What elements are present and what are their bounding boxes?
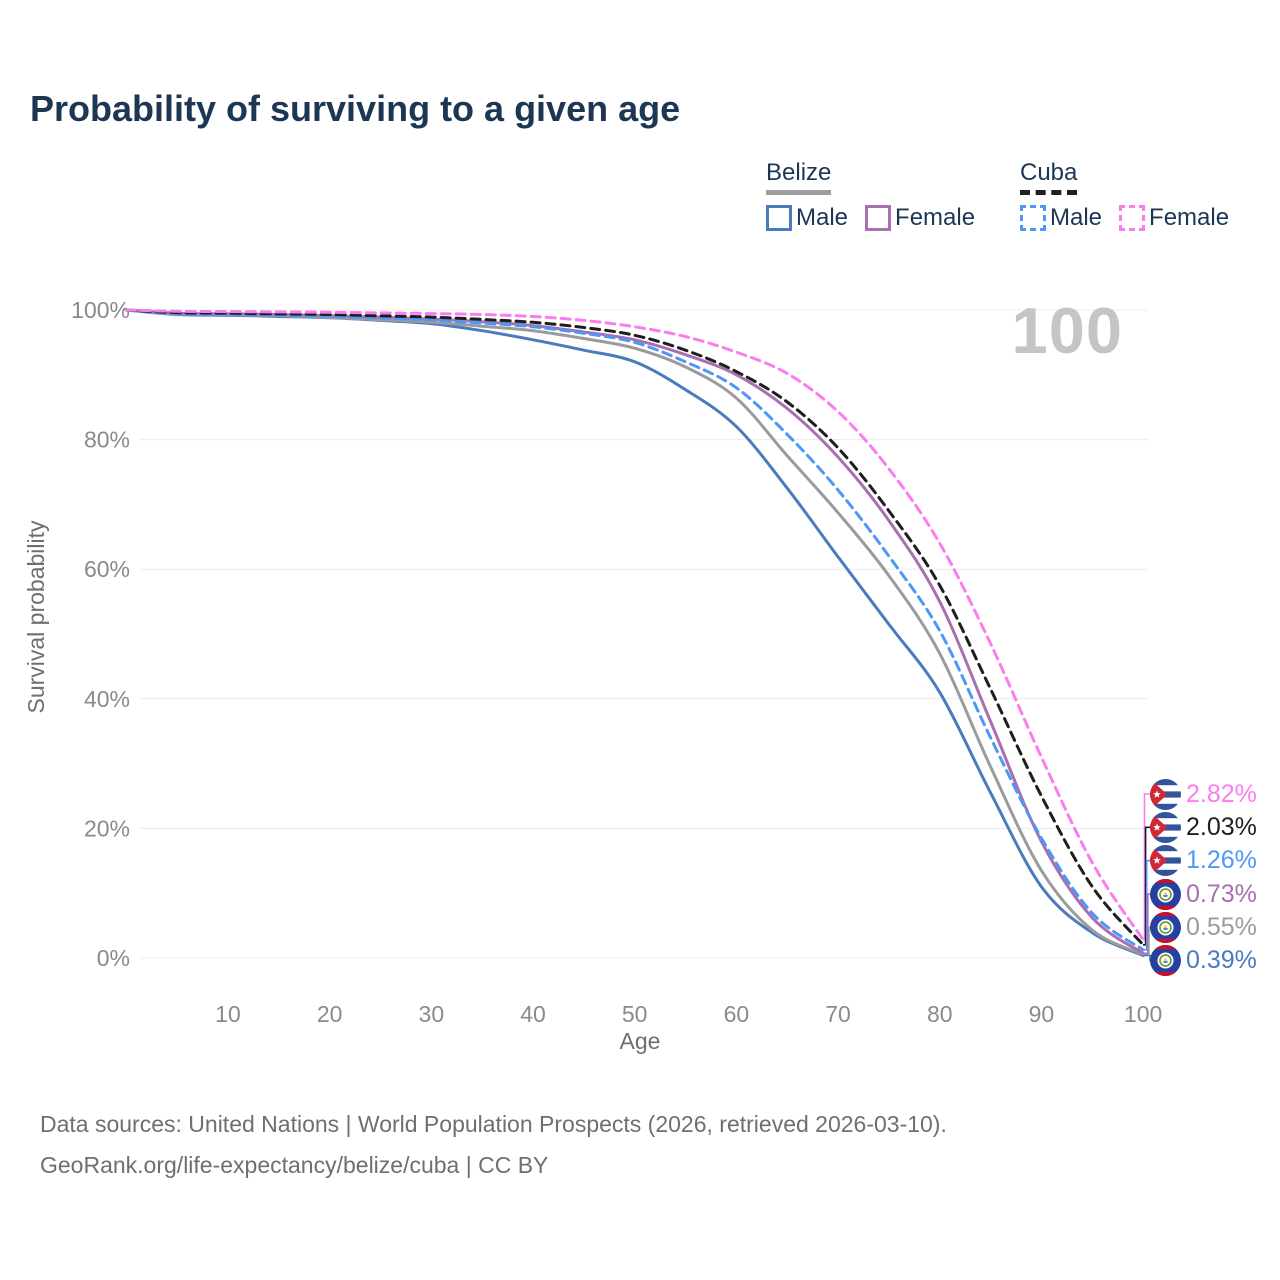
belize-flag-icon xyxy=(1150,878,1181,910)
x-tick-label: 90 xyxy=(1029,1001,1055,1027)
legend-cuba-items: Male Female xyxy=(1020,204,1229,232)
age-watermark: 100 xyxy=(1011,294,1123,367)
end-label-value: 2.03% xyxy=(1186,812,1257,841)
end-label-cuba_male[interactable]: 1.26% xyxy=(1150,844,1257,877)
legend-item-label: Male xyxy=(1050,204,1103,232)
end-label-connector xyxy=(1143,893,1151,955)
legend-item-label: Female xyxy=(1149,204,1230,232)
legend-group-cuba: Cuba Male Female xyxy=(1020,160,1229,232)
end-label-belize_male[interactable]: 0.39% xyxy=(1150,944,1257,977)
end-label-value: 1.26% xyxy=(1186,846,1257,875)
end-label-cuba_female[interactable]: 2.82% xyxy=(1150,778,1257,811)
legend: Belize Male Female Cuba Male Female xyxy=(0,160,1280,244)
series-line-cuba_male[interactable] xyxy=(124,308,1145,952)
cuba-flag-icon xyxy=(1150,811,1181,843)
end-label-belize_both[interactable]: 0.55% xyxy=(1150,911,1257,944)
end-labels: 2.82% 2.03% 1.26% 0.73% 0.55% 0.39% xyxy=(1150,0,1280,1280)
series-line-belize_male[interactable] xyxy=(124,308,1145,957)
y-tick-label: 40% xyxy=(84,686,130,712)
x-tick-label: 10 xyxy=(215,1001,241,1027)
y-tick-label: 100% xyxy=(71,297,130,323)
legend-item-belize-male[interactable]: Male xyxy=(766,204,848,232)
end-label-connector xyxy=(1143,859,1151,951)
legend-belize-title[interactable]: Belize xyxy=(766,160,832,196)
footer-link[interactable]: GeoRank.org/life-expectancy/belize/cuba … xyxy=(40,1152,549,1178)
x-tick-label: 70 xyxy=(825,1001,851,1027)
y-tick-label: 20% xyxy=(84,815,130,841)
x-axis-title: Age xyxy=(620,1028,661,1054)
legend-group-belize: Belize Male Female xyxy=(766,160,975,232)
belize-female-swatch-icon xyxy=(865,205,892,232)
legend-belize-items: Male Female xyxy=(766,204,975,232)
legend-item-belize-female[interactable]: Female xyxy=(865,204,975,232)
end-label-value: 0.39% xyxy=(1186,946,1257,975)
end-label-connector xyxy=(1143,926,1151,956)
end-label-connector xyxy=(1143,826,1151,946)
cuba-flag-icon xyxy=(1150,778,1181,810)
x-tick-label: 60 xyxy=(724,1001,750,1027)
x-tick-label: 30 xyxy=(419,1001,445,1027)
y-tick-label: 80% xyxy=(84,427,130,453)
x-tick-label: 80 xyxy=(927,1001,953,1027)
legend-item-label: Male xyxy=(796,204,849,232)
footer-sources: Data sources: United Nations | World Pop… xyxy=(40,1111,947,1137)
x-tick-label: 50 xyxy=(622,1001,648,1027)
y-tick-label: 0% xyxy=(97,945,130,971)
series-line-cuba_female[interactable] xyxy=(124,308,1145,942)
legend-cuba-title[interactable]: Cuba xyxy=(1020,160,1078,196)
end-label-connector xyxy=(1143,793,1151,941)
y-axis-title: Survival probability xyxy=(23,520,49,714)
cuba-male-swatch-icon xyxy=(1020,205,1046,232)
x-tick-label: 20 xyxy=(317,1001,343,1027)
x-tick-label: 40 xyxy=(520,1001,546,1027)
legend-item-cuba-male[interactable]: Male xyxy=(1020,204,1102,232)
end-label-value: 2.82% xyxy=(1186,779,1257,808)
end-label-cuba_both[interactable]: 2.03% xyxy=(1150,811,1257,844)
belize-flag-icon xyxy=(1150,911,1181,943)
end-label-belize_female[interactable]: 0.73% xyxy=(1150,878,1257,911)
x-tick-label: 100 xyxy=(1124,1001,1162,1027)
footer: Data sources: United Nations | World Pop… xyxy=(40,1104,947,1186)
y-tick-label: 60% xyxy=(84,556,130,582)
legend-item-label: Female xyxy=(895,204,976,232)
chart-title: Probability of surviving to a given age xyxy=(30,88,681,129)
series-line-belize_both[interactable] xyxy=(124,308,1145,956)
series-line-belize_female[interactable] xyxy=(124,308,1145,955)
legend-item-cuba-female[interactable]: Female xyxy=(1119,204,1229,232)
belize-flag-icon xyxy=(1150,945,1181,977)
series-line-cuba_both[interactable] xyxy=(124,308,1145,947)
end-label-value: 0.55% xyxy=(1186,912,1257,941)
cuba-female-swatch-icon xyxy=(1119,205,1146,232)
cuba-flag-icon xyxy=(1150,845,1181,877)
belize-male-swatch-icon xyxy=(766,205,792,232)
end-label-value: 0.73% xyxy=(1186,879,1257,908)
